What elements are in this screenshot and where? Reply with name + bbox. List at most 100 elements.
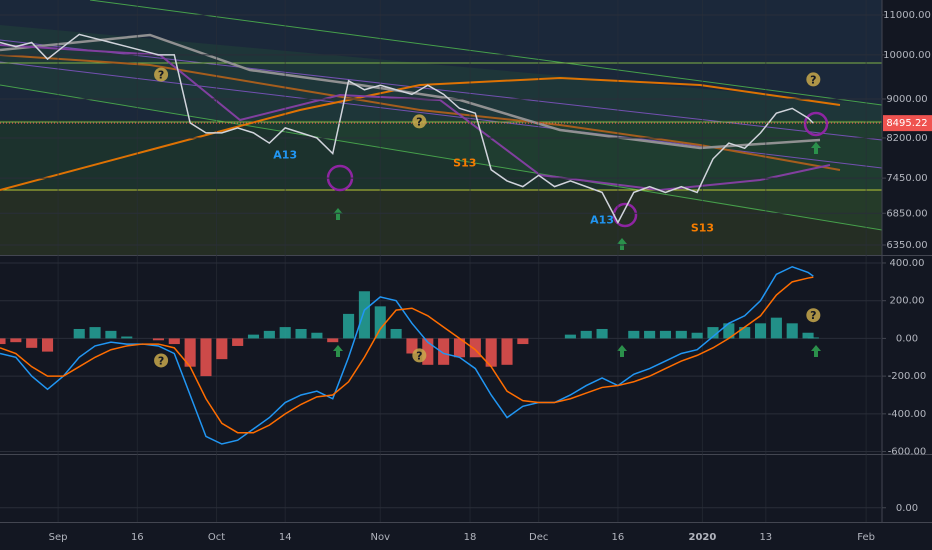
histogram-bar <box>675 330 687 339</box>
y-tick-label: 6350.00 <box>886 240 927 251</box>
x-tick-label: Sep <box>49 532 68 543</box>
x-tick-label: 14 <box>279 532 292 543</box>
y-tick-label: 400.00 <box>890 258 925 269</box>
histogram-bar <box>263 330 275 339</box>
histogram-bar <box>374 306 386 339</box>
annotation: ? <box>416 349 422 362</box>
ma <box>0 54 841 171</box>
annotation: ? <box>810 73 816 86</box>
x-tick-label: Oct <box>208 532 225 543</box>
histogram-bar <box>644 330 656 339</box>
histogram-bar <box>279 327 291 339</box>
histogram-bar <box>311 332 323 339</box>
annotation: ? <box>158 69 164 82</box>
annotation-badge <box>412 114 427 129</box>
histogram-bar <box>152 338 164 341</box>
y-tick-label: 0.00 <box>896 333 918 344</box>
last-price-label: 8495.22 <box>886 118 927 129</box>
histogram-bar <box>216 338 228 360</box>
histogram-bar <box>232 338 244 346</box>
annotation: ? <box>810 309 816 322</box>
histogram-bar <box>691 332 703 339</box>
histogram-bar <box>168 338 180 345</box>
histogram-bar <box>564 334 576 339</box>
histogram-bar <box>501 338 513 365</box>
histogram-bar <box>422 338 434 365</box>
histogram-bar <box>659 330 672 339</box>
histogram-bar <box>406 338 418 354</box>
y-tick-label: 10000.00 <box>883 50 931 61</box>
histogram-bar <box>73 328 85 339</box>
last-price-badge <box>883 115 932 132</box>
y-tick-label: 0.00 <box>896 503 918 514</box>
annotation: S13 <box>453 157 476 170</box>
histogram-bar <box>807 337 819 339</box>
annotation: ? <box>158 354 164 367</box>
x-tick-label: 16 <box>612 532 625 543</box>
histogram-bar <box>10 338 22 343</box>
x-tick-label: Feb <box>857 532 875 543</box>
y-tick-label: -400.00 <box>888 409 927 420</box>
histogram-bar <box>105 330 117 339</box>
channel-line <box>89 0 883 106</box>
x-tick-label: 18 <box>464 532 477 543</box>
histogram-bar <box>580 330 592 339</box>
histogram-bar <box>343 313 355 339</box>
annotation-badge <box>154 67 169 82</box>
histogram-bar <box>596 328 608 339</box>
x-tick-label: 16 <box>131 532 144 543</box>
grid <box>0 0 882 522</box>
histogram-bar <box>628 330 640 339</box>
histogram-bar <box>26 338 38 348</box>
circle <box>803 111 829 137</box>
y-tick-label: 7450.00 <box>886 173 927 184</box>
histogram-bar <box>295 328 307 339</box>
histogram-bar <box>739 327 751 339</box>
annotation: A13 <box>273 149 297 162</box>
ma <box>0 33 821 150</box>
ma <box>0 44 831 192</box>
annotation-badge <box>154 353 169 368</box>
annotation: A13 <box>590 213 614 226</box>
histogram-bar <box>786 323 798 339</box>
histogram-bar <box>247 334 260 339</box>
histogram-bar <box>723 323 735 339</box>
histogram-bar <box>358 291 370 339</box>
y-tick-label: 200.00 <box>890 296 925 307</box>
histogram-bar <box>0 338 6 345</box>
histogram-bar <box>121 336 133 339</box>
price-line <box>0 276 814 434</box>
y-tick-label: -200.00 <box>888 371 927 382</box>
ma <box>0 76 841 191</box>
x-tick-label: Nov <box>370 532 390 543</box>
histogram-bar <box>469 338 481 358</box>
x-tick-label: 13 <box>759 532 772 543</box>
histogram-bar <box>89 327 101 339</box>
x-tick-label: 2020 <box>689 532 717 543</box>
histogram-bar <box>200 338 212 377</box>
y-tick-label: -600.00 <box>888 447 927 458</box>
channel-line <box>0 84 883 231</box>
annotation-badge <box>806 72 821 87</box>
price-line <box>0 33 814 225</box>
annotation: ? <box>416 115 422 128</box>
y-tick-label: 6850.00 <box>886 208 927 219</box>
histogram-bar <box>802 332 814 339</box>
histogram-bar <box>327 338 339 343</box>
histogram-bar <box>707 327 719 339</box>
histogram-bar <box>485 338 497 367</box>
annotation-badge <box>806 308 821 323</box>
annotation-badge <box>412 348 427 363</box>
x-tick-label: Dec <box>529 532 548 543</box>
annotation: S13 <box>691 222 714 235</box>
zone <box>0 190 882 255</box>
y-tick-label: 8200.00 <box>886 133 927 144</box>
y-tick-label: 9000.00 <box>886 94 927 105</box>
histogram-bar <box>184 338 196 367</box>
histogram-bar <box>390 328 402 339</box>
histogram-bar <box>438 338 450 365</box>
y-tick-label: 11000.00 <box>883 10 931 21</box>
histogram-bar <box>754 323 767 339</box>
histogram-bar <box>770 317 782 339</box>
